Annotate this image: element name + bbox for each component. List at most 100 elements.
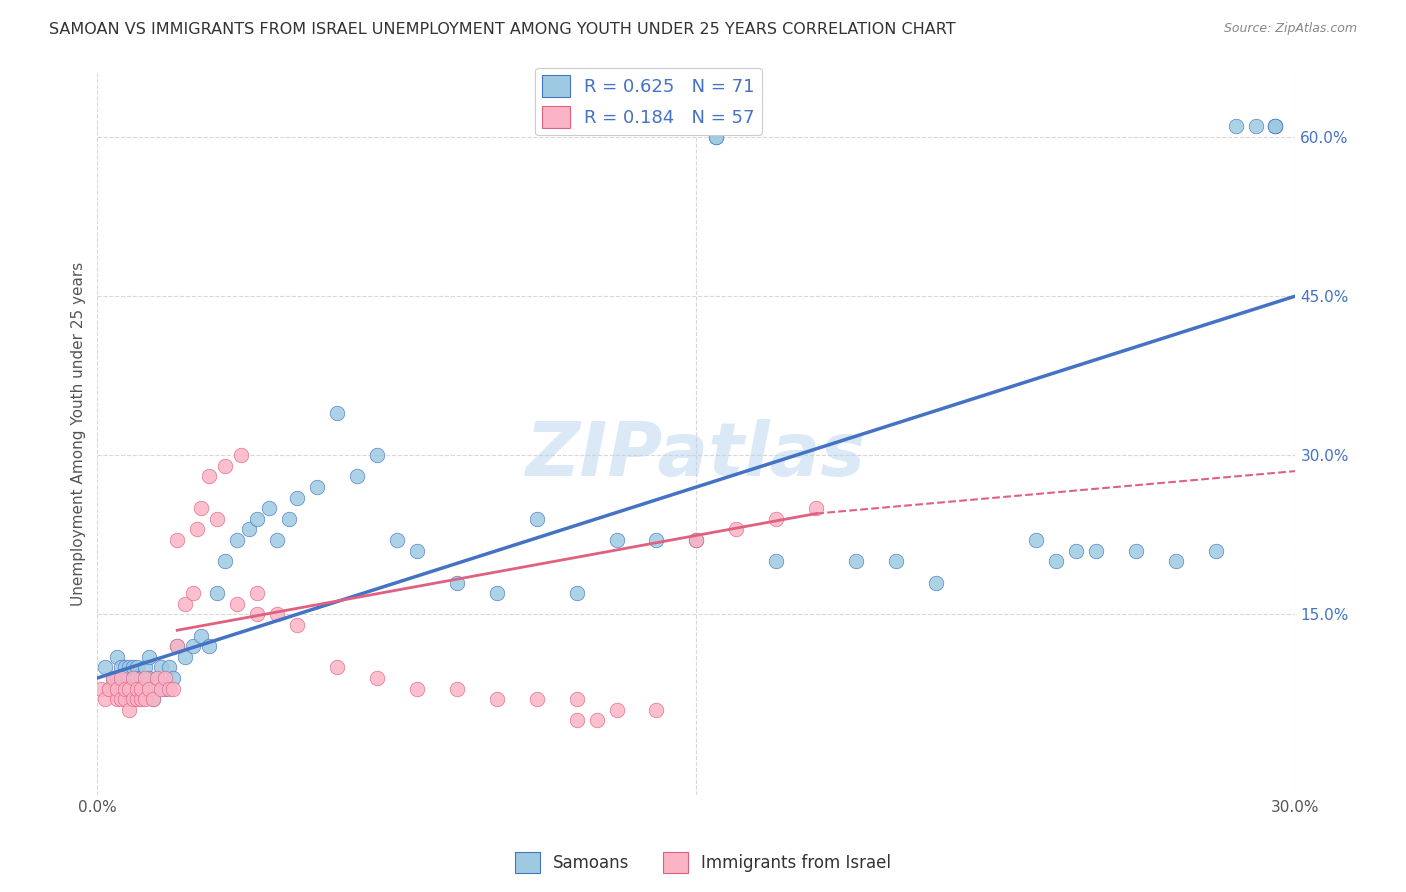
Point [114, 692, 136, 706]
Point [166, 639, 188, 653]
Point [526, 692, 548, 706]
Point [606, 703, 628, 717]
Point [565, 586, 588, 600]
Point [1205, 543, 1227, 558]
Point [146, 671, 169, 685]
Point [134, 671, 156, 685]
Point [1084, 543, 1107, 558]
Point [884, 554, 907, 568]
Point [526, 512, 548, 526]
Point [346, 469, 368, 483]
Point [118, 681, 141, 696]
Point [162, 681, 184, 696]
Point [142, 692, 165, 706]
Point [162, 671, 184, 685]
Text: ZIPatlas: ZIPatlas [526, 419, 866, 492]
Point [134, 681, 156, 696]
Point [1025, 533, 1047, 547]
Legend: R = 0.625   N = 71, R = 0.184   N = 57: R = 0.625 N = 71, R = 0.184 N = 57 [536, 68, 762, 136]
Point [198, 639, 221, 653]
Point [645, 703, 668, 717]
Point [122, 660, 145, 674]
Point [385, 533, 408, 547]
Point [446, 681, 468, 696]
Point [181, 639, 204, 653]
Point [129, 692, 152, 706]
Point [405, 543, 427, 558]
Point [238, 523, 260, 537]
Point [606, 533, 628, 547]
Point [246, 586, 269, 600]
Point [105, 649, 128, 664]
Point [174, 649, 197, 664]
Point [105, 692, 128, 706]
Point [155, 671, 177, 685]
Point [685, 533, 707, 547]
Point [285, 618, 308, 632]
Point [127, 692, 149, 706]
Point [765, 554, 787, 568]
Point [103, 671, 125, 685]
Point [105, 671, 128, 685]
Point [366, 671, 388, 685]
Point [257, 501, 280, 516]
Point [110, 660, 132, 674]
Point [157, 660, 180, 674]
Point [485, 586, 508, 600]
Point [278, 512, 301, 526]
Point [114, 681, 136, 696]
Point [138, 671, 160, 685]
Point [114, 671, 136, 685]
Point [157, 681, 180, 696]
Point [103, 671, 125, 685]
Point [134, 692, 156, 706]
Point [405, 681, 427, 696]
Point [166, 533, 188, 547]
Point [127, 660, 149, 674]
Point [246, 607, 269, 622]
Point [845, 554, 868, 568]
Point [174, 597, 197, 611]
Point [150, 660, 173, 674]
Point [1045, 554, 1067, 568]
Point [1244, 120, 1267, 134]
Point [155, 681, 177, 696]
Point [90, 681, 112, 696]
Point [485, 692, 508, 706]
Point [127, 681, 149, 696]
Point [129, 681, 152, 696]
Point [138, 649, 160, 664]
Point [1264, 120, 1286, 134]
Y-axis label: Unemployment Among Youth under 25 years: Unemployment Among Youth under 25 years [72, 262, 86, 606]
Point [110, 692, 132, 706]
Point [122, 671, 145, 685]
Point [305, 480, 328, 494]
Point [114, 660, 136, 674]
Point [214, 554, 236, 568]
Point [110, 671, 132, 685]
Point [806, 501, 828, 516]
Point [198, 469, 221, 483]
Point [725, 523, 748, 537]
Legend: Samoans, Immigrants from Israel: Samoans, Immigrants from Israel [508, 846, 898, 880]
Point [1064, 543, 1087, 558]
Point [765, 512, 787, 526]
Point [190, 501, 212, 516]
Point [326, 406, 349, 420]
Text: Source: ZipAtlas.com: Source: ZipAtlas.com [1223, 22, 1357, 36]
Point [706, 129, 728, 144]
Point [122, 681, 145, 696]
Point [1125, 543, 1147, 558]
Point [1164, 554, 1187, 568]
Point [138, 681, 160, 696]
Point [129, 681, 152, 696]
Point [118, 671, 141, 685]
Text: SAMOAN VS IMMIGRANTS FROM ISRAEL UNEMPLOYMENT AMONG YOUTH UNDER 25 YEARS CORRELA: SAMOAN VS IMMIGRANTS FROM ISRAEL UNEMPLO… [49, 22, 956, 37]
Point [205, 586, 228, 600]
Point [229, 448, 252, 462]
Point [226, 597, 249, 611]
Point [706, 129, 728, 144]
Point [134, 660, 156, 674]
Point [326, 660, 349, 674]
Point [266, 533, 288, 547]
